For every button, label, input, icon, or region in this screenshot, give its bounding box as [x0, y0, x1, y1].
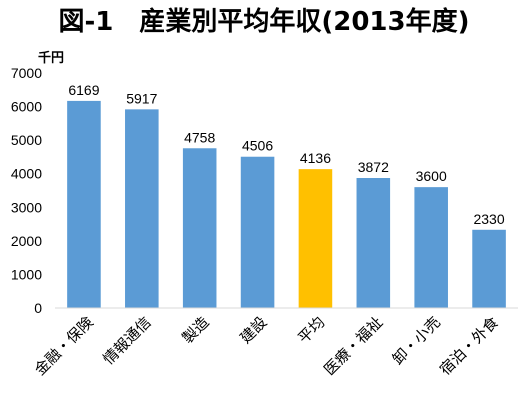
- y-axis-unit-label: 千円: [38, 50, 64, 66]
- x-category-label: 建設: [236, 313, 270, 347]
- bar: [472, 229, 506, 308]
- x-category-label: 製造: [179, 313, 213, 347]
- data-labels: 6169 5917 4758 4506 4136 3872 3600 2330: [68, 82, 504, 227]
- bar: [356, 178, 391, 308]
- data-label: 3872: [358, 159, 389, 175]
- y-tick-label: 5000: [11, 132, 42, 148]
- bar: [67, 100, 101, 308]
- y-axis-ticks: 0 1000 2000 3000 4000 5000 6000 7000: [11, 65, 42, 316]
- data-label: 2330: [473, 211, 504, 227]
- data-label: 6169: [68, 82, 99, 98]
- bar: [125, 109, 159, 309]
- data-label: 4136: [300, 150, 331, 166]
- data-label: 3600: [416, 168, 447, 184]
- y-tick-label: 4000: [11, 166, 42, 182]
- bar: [182, 148, 217, 308]
- x-category-label: 平均: [294, 313, 328, 347]
- bar: [240, 156, 275, 308]
- bars: [67, 100, 506, 309]
- y-tick-label: 1000: [11, 266, 42, 282]
- bar: [414, 187, 448, 308]
- bar: [298, 169, 333, 308]
- y-tick-label: 7000: [11, 65, 42, 81]
- x-category-label: 情報通信: [99, 313, 154, 368]
- data-label: 5917: [126, 90, 157, 106]
- y-tick-label: 6000: [11, 99, 42, 115]
- data-label: 4758: [184, 129, 215, 145]
- chart-title: 図-1 産業別平均年収(2013年度): [58, 6, 469, 37]
- y-tick-label: 3000: [11, 199, 42, 215]
- x-category-label: 宿泊・外食: [436, 313, 502, 379]
- y-tick-label: 2000: [11, 233, 42, 249]
- x-category-label: 医療・福祉: [320, 313, 386, 379]
- x-category-label: 卸・小売: [389, 313, 444, 368]
- y-tick-label: 0: [34, 300, 42, 316]
- data-label: 4506: [242, 138, 273, 154]
- x-category-label: 金融・保険: [31, 313, 97, 379]
